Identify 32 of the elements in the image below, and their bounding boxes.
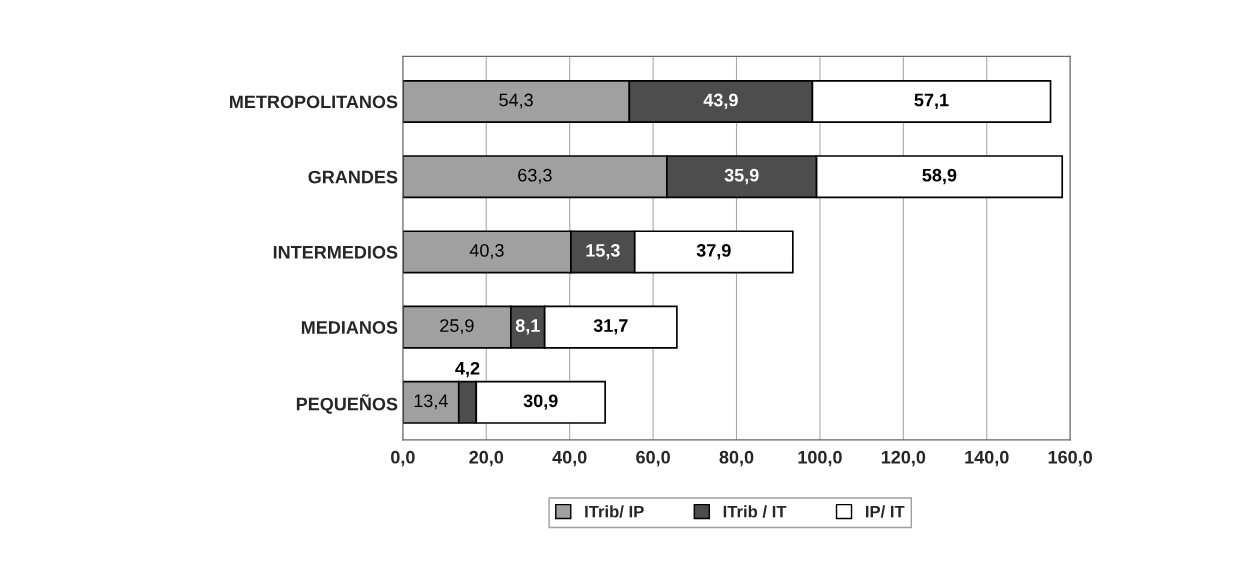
data-label: 13,4 [414,394,448,410]
data-label: 8,1 [515,319,540,335]
x-tick-label: 140,0 [965,450,1009,467]
y-tick-label: METROPOLITANOS [230,95,398,109]
x-tick-label: 80,0 [719,450,754,467]
x-tick-label: 160,0 [1048,450,1092,467]
x-tick-label: 40,0 [552,450,587,467]
x-tick-label: 20,0 [469,450,504,467]
legend-label: IP/ IT [865,505,905,518]
data-label: 40,3 [469,243,504,259]
data-label: 43,9 [703,93,738,109]
data-label: 4,2 [455,361,480,378]
data-label: 25,9 [440,319,474,335]
data-label: 54,3 [499,93,533,109]
data-label: 31,7 [593,319,628,335]
data-label: 63,3 [518,168,552,184]
data-label: 37,9 [696,243,731,260]
y-tick-label: INTERMEDIOS [273,245,398,259]
x-tick-label: 100,0 [798,450,842,467]
x-tick-label: 0,0 [391,450,415,467]
data-label: 57,1 [914,93,949,109]
data-label: 58,9 [922,168,957,185]
legend-label: ITrib / IT [723,505,787,518]
data-label: 35,9 [724,168,759,185]
y-tick-label: PEQUEÑOS [296,394,398,414]
y-tick-label: GRANDES [308,170,398,184]
data-label: 15,3 [586,243,620,260]
legend-label: ITrib/ IP [585,505,644,518]
x-tick-label: 60,0 [636,450,670,467]
y-tick-label: MEDIANOS [301,321,398,334]
x-tick-label: 120,0 [881,450,926,467]
data-label: 30,9 [523,394,558,410]
